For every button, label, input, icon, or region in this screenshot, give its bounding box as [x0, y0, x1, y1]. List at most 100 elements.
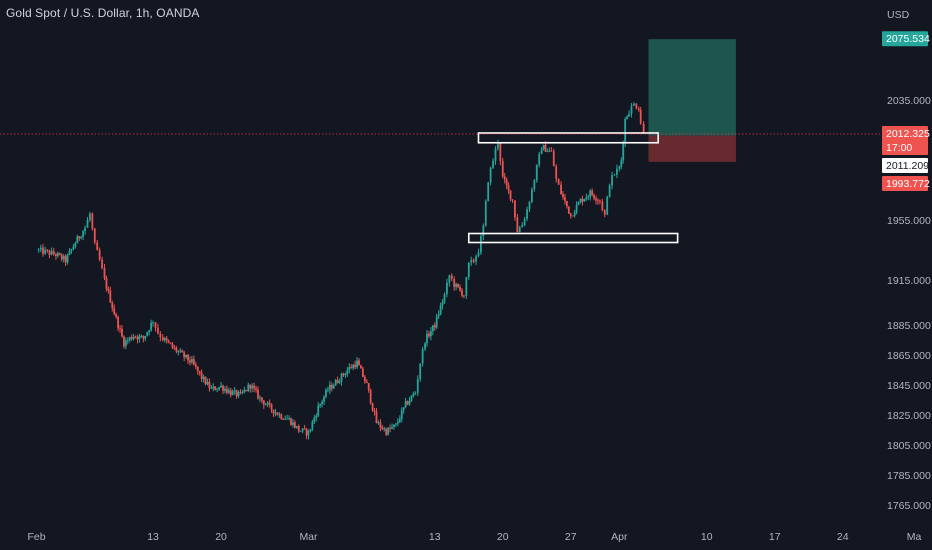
candle	[360, 364, 362, 369]
y-tick-label: 1825.000	[887, 410, 931, 422]
candle	[251, 383, 254, 393]
candle	[293, 420, 296, 429]
candle	[297, 424, 300, 434]
candle	[115, 312, 118, 319]
candle	[348, 363, 351, 374]
x-tick-label: 13	[429, 531, 441, 543]
candle	[593, 193, 595, 201]
symbol-title[interactable]: Gold Spot / U.S. Dollar, 1h, OANDA	[6, 6, 200, 20]
resistance-box[interactable]	[477, 132, 659, 144]
y-tick-label: 1955.000	[887, 215, 931, 227]
candle	[255, 385, 257, 393]
candle	[196, 366, 199, 375]
candle	[424, 342, 426, 352]
candle	[489, 166, 492, 186]
svg-text:1993.772: 1993.772	[886, 178, 930, 190]
candle	[557, 178, 560, 185]
candle	[391, 423, 393, 430]
candle	[299, 430, 302, 432]
x-tick-label: 27	[565, 531, 577, 543]
candle	[620, 157, 623, 170]
candle	[229, 387, 232, 398]
profit-target-zone[interactable]	[648, 39, 736, 136]
candle	[142, 335, 145, 343]
candle	[639, 106, 642, 125]
candle	[91, 212, 94, 231]
candle	[222, 384, 224, 395]
candle	[416, 375, 419, 396]
candle	[344, 372, 347, 379]
y-tick-label: 1785.000	[887, 470, 931, 482]
candle	[518, 225, 521, 233]
stop-loss-zone[interactable]	[648, 135, 736, 162]
candle	[218, 386, 221, 391]
candle	[608, 183, 611, 198]
candle	[628, 110, 630, 117]
candle	[146, 331, 149, 337]
candle	[622, 140, 625, 164]
candle	[96, 239, 99, 251]
candle	[583, 198, 586, 202]
support-box[interactable]	[467, 232, 679, 244]
candle	[624, 117, 627, 147]
candle	[467, 262, 470, 280]
candle	[64, 254, 67, 267]
candle	[167, 339, 170, 344]
candle	[439, 302, 442, 316]
candle	[330, 382, 333, 392]
candle	[611, 171, 613, 190]
candle	[58, 252, 61, 256]
candle	[220, 381, 222, 388]
candle	[507, 182, 510, 195]
candle	[144, 335, 147, 342]
candle	[406, 400, 409, 406]
candle	[214, 386, 217, 391]
candle	[613, 173, 616, 176]
candle	[398, 415, 401, 424]
candle	[44, 246, 47, 256]
y-tick-label: 1885.000	[887, 320, 931, 332]
candle	[482, 223, 485, 241]
candle	[295, 425, 298, 429]
candle	[194, 361, 197, 370]
y-tick-label: 1845.000	[887, 380, 931, 392]
candle	[328, 380, 331, 395]
candle	[437, 310, 440, 320]
candle	[441, 299, 444, 310]
candle	[260, 397, 263, 404]
candle	[571, 215, 574, 217]
candle	[159, 331, 162, 342]
candle	[319, 403, 322, 409]
candle	[550, 146, 553, 152]
candle	[315, 413, 318, 422]
y-tick-label: 1865.000	[887, 350, 931, 362]
candle	[400, 407, 403, 423]
candle	[126, 337, 129, 345]
candle	[642, 121, 645, 134]
candle	[361, 366, 364, 378]
candle	[264, 402, 267, 406]
svg-text:2011.209: 2011.209	[886, 160, 929, 172]
candle	[50, 247, 53, 256]
candle	[408, 396, 411, 406]
candle	[548, 147, 551, 153]
candle	[499, 142, 502, 166]
candle	[327, 386, 329, 393]
candle	[531, 187, 533, 204]
candle	[191, 355, 193, 365]
candle	[475, 254, 477, 266]
x-tick-label: Apr	[611, 531, 628, 543]
candle	[356, 357, 358, 370]
candle	[243, 386, 246, 394]
candle	[55, 252, 57, 260]
candle	[426, 329, 428, 347]
candle	[542, 144, 545, 151]
candle	[117, 315, 119, 332]
candle	[210, 385, 213, 390]
candle	[505, 177, 508, 190]
candle	[268, 399, 271, 408]
candle	[526, 206, 528, 222]
candle	[379, 419, 382, 432]
candle	[581, 195, 584, 206]
